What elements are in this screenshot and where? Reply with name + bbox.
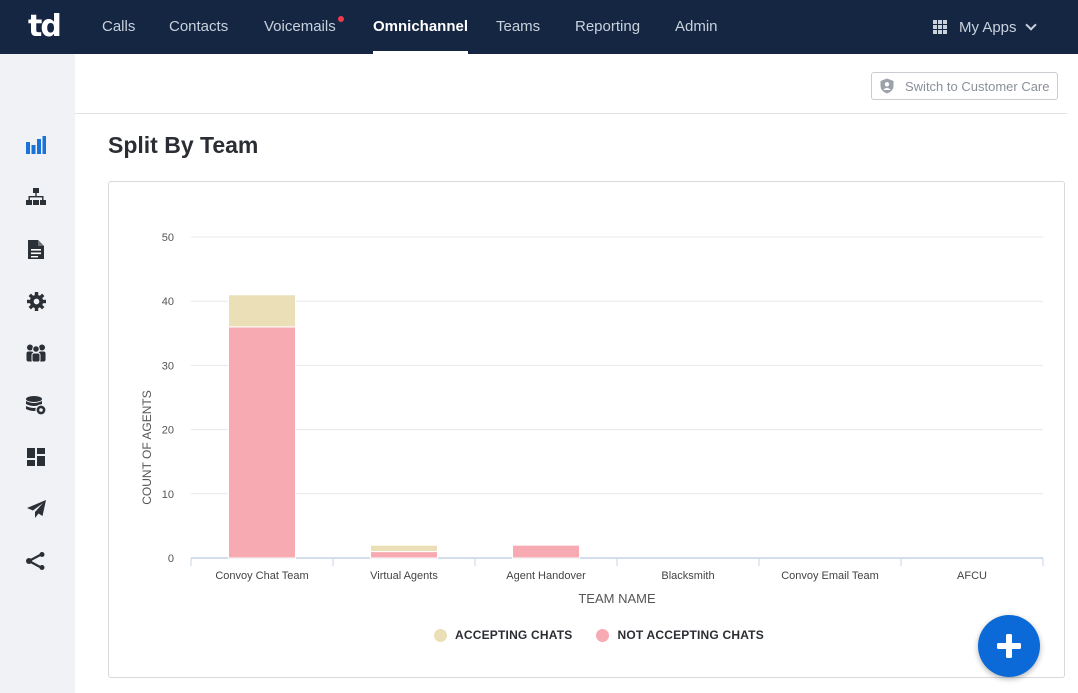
app-logo[interactable]: td <box>28 9 62 44</box>
top-navigation: td Calls Contacts Voicemails Omnichannel… <box>0 0 1078 54</box>
split-by-team-chart: 0 10 20 30 40 50 Convoy Chat Team Virtual Agent… <box>140 232 1044 606</box>
user-shield-icon <box>880 78 894 94</box>
dashboard-icon[interactable] <box>25 446 47 468</box>
apps-grid-icon <box>933 20 947 34</box>
nav-voicemails-label: Voicemails <box>264 18 336 35</box>
y-tick-label: 0 <box>168 553 174 565</box>
legend-swatch-accepting <box>434 628 447 642</box>
nav-contacts[interactable]: Contacts <box>169 18 229 35</box>
x-tick-label: Agent Handover <box>506 570 586 582</box>
bar-segment <box>370 544 438 553</box>
plus-icon <box>997 634 1021 658</box>
x-tick-label: AFCU <box>957 570 987 582</box>
x-tick-label: Convoy Email Team <box>781 570 879 582</box>
people-icon[interactable] <box>25 342 47 364</box>
share-icon[interactable] <box>25 550 47 572</box>
switch-to-customer-care-button[interactable]: Switch to Customer Care <box>871 72 1058 100</box>
send-icon[interactable] <box>25 498 47 520</box>
legend-swatch-not-accepting <box>596 628 610 642</box>
chart-card: 0 10 20 30 40 50 Convoy Chat Team Virtual Agent… <box>108 181 1065 678</box>
nav-omnichannel[interactable]: Omnichannel <box>373 0 469 54</box>
notification-dot <box>337 16 344 22</box>
y-tick-label: 10 <box>162 489 174 501</box>
legend-item-accepting[interactable]: ACCEPTING CHATS <box>434 628 572 642</box>
chevron-down-icon <box>1024 18 1037 31</box>
bar-segment <box>512 544 580 559</box>
bar-segment <box>228 326 296 559</box>
nav-calls[interactable]: Calls <box>102 18 136 35</box>
document-icon[interactable] <box>25 238 47 260</box>
x-axis-title: TEAM NAME <box>578 591 656 606</box>
my-apps-label: My Apps <box>959 18 1017 36</box>
page-title: Split By Team <box>108 132 259 158</box>
bar-chart-icon[interactable] <box>25 134 47 156</box>
database-gear-icon[interactable] <box>25 394 47 416</box>
my-apps-menu[interactable]: My Apps <box>933 0 1037 54</box>
x-tick-label: Blacksmith <box>661 570 714 582</box>
x-tick-label: Convoy Chat Team <box>215 570 308 582</box>
bar-segment <box>370 551 438 559</box>
gear-icon[interactable] <box>25 290 47 312</box>
y-axis-title: COUNT OF AGENTS <box>140 390 154 504</box>
y-tick-label: 40 <box>162 296 174 308</box>
y-tick-label: 30 <box>162 360 174 372</box>
add-button[interactable] <box>978 615 1040 677</box>
y-tick-label: 20 <box>162 425 174 437</box>
sidebar <box>0 54 75 693</box>
x-tick-label: Virtual Agents <box>370 570 438 582</box>
legend-item-not-accepting[interactable]: NOT ACCEPTING CHATS <box>596 628 764 642</box>
legend-label-accepting: ACCEPTING CHATS <box>455 628 573 642</box>
chart-legend: ACCEPTING CHATS NOT ACCEPTING CHATS <box>434 628 788 642</box>
bar-segment <box>228 294 296 328</box>
nav-teams[interactable]: Teams <box>496 18 541 35</box>
switch-to-customer-care-label: Switch to Customer Care <box>905 78 1050 94</box>
nav-voicemails[interactable]: Voicemails <box>264 0 344 54</box>
legend-label-not-accepting: NOT ACCEPTING CHATS <box>617 628 764 642</box>
y-tick-label: 50 <box>162 232 174 244</box>
org-chart-icon[interactable] <box>25 186 47 208</box>
nav-admin[interactable]: Admin <box>675 18 718 35</box>
nav-reporting[interactable]: Reporting <box>575 18 641 35</box>
sub-header: Switch to Customer Care <box>75 54 1067 114</box>
